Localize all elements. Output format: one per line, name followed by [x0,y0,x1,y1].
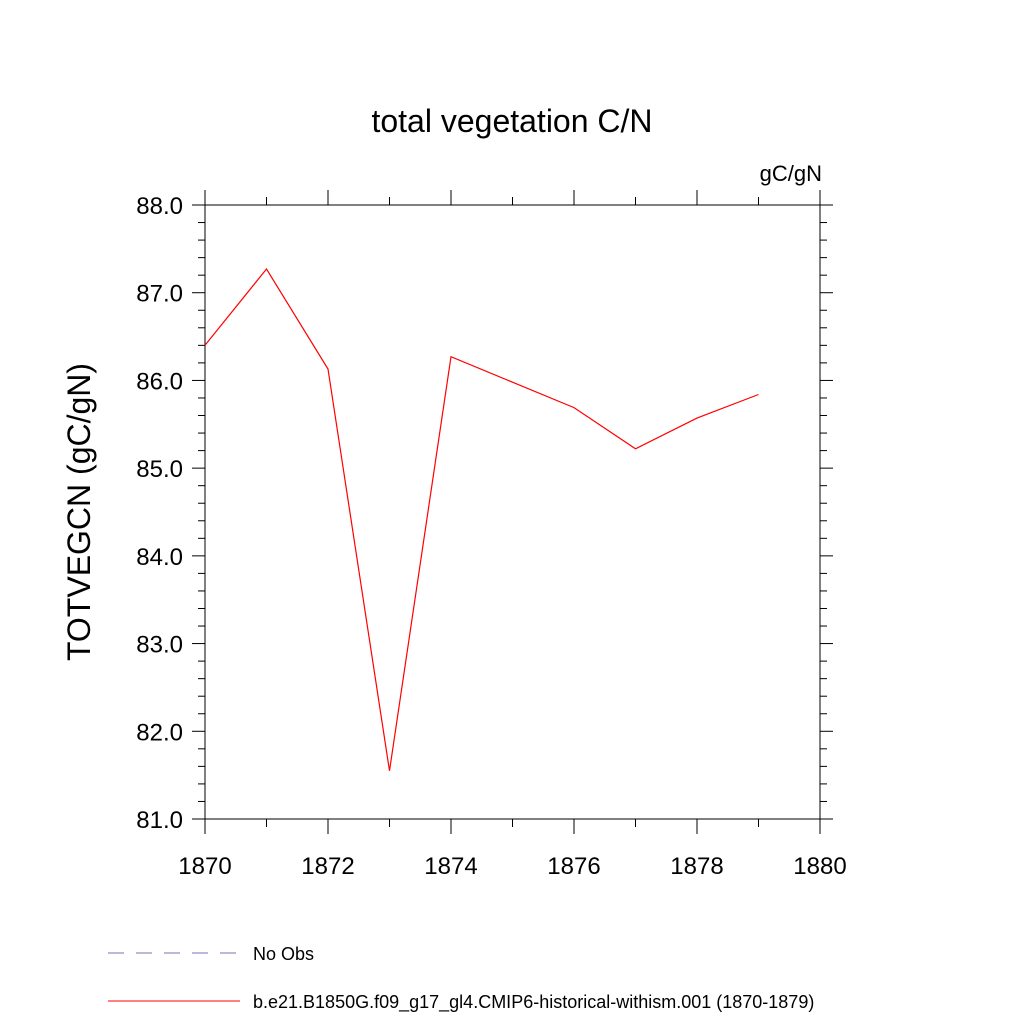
plot-area-border [204,204,821,820]
y-tick-label: 84.0 [136,544,183,571]
y-tick-label: 85.0 [136,456,183,483]
x-tick-label: 1880 [793,853,846,880]
y-tick-label: 82.0 [136,719,183,746]
chart-title: total vegetation C/N [371,103,652,139]
y-tick-label: 88.0 [136,193,183,220]
x-tick-label: 1870 [178,853,231,880]
x-tick-label: 1876 [547,853,600,880]
series-line [204,267,759,771]
x-tick-label: 1874 [424,853,477,880]
x-tick-label: 1872 [301,853,354,880]
units-label: gC/gN [760,161,822,186]
x-tick-label: 1878 [670,853,723,880]
y-tick-label: 83.0 [136,632,183,659]
y-tick-label: 87.0 [136,281,183,308]
y-axis-label: TOTVEGCN (gC/gN) [61,363,97,661]
legend-label: b.e21.B1850G.f09_g17_gl4.CMIP6-historica… [253,992,814,1013]
legend-label: No Obs [253,944,314,964]
y-tick-label: 86.0 [136,368,183,395]
y-tick-label: 81.0 [136,807,183,834]
